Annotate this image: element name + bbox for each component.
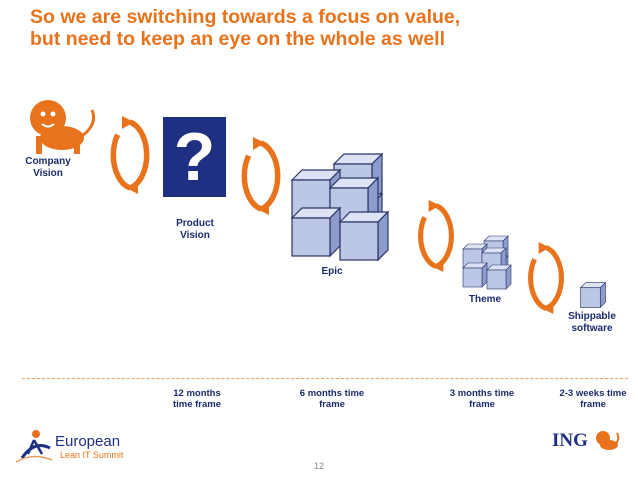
shippable-label: Shippable software (560, 311, 624, 335)
cycle-arrow-icon (418, 200, 454, 272)
epic-label: Epic (321, 266, 343, 277)
question-box: ? (163, 117, 226, 197)
theme-cube-group (462, 235, 512, 290)
cycle-arrow-icon (528, 242, 564, 314)
cube-icon (339, 211, 389, 261)
timeframe-2-line-2: frame (319, 399, 345, 410)
ing-lion-icon (596, 431, 620, 450)
company-vision-line-1: Company (25, 156, 71, 167)
timeframe-2: 6 months time frame (292, 388, 372, 410)
cycle-arrow-icon (110, 116, 150, 194)
slide-title: So we are switching towards a focus on v… (30, 6, 630, 50)
company-vision-label: Company Vision (20, 156, 76, 180)
title-line-2: but need to keep an eye on the whole as … (30, 28, 446, 50)
timeframe-3: 3 months time frame (442, 388, 522, 410)
product-vision-label: Product Vision (162, 218, 228, 242)
runner-icon (15, 430, 53, 463)
timeline-divider (22, 378, 628, 379)
epic-cube-group (291, 153, 389, 261)
title-line-1: So we are switching towards a focus on v… (30, 6, 461, 28)
logo-summit-text: Lean IT Summit (60, 450, 124, 460)
product-vision-line-1: Product (176, 218, 214, 229)
cube-icon (462, 262, 488, 288)
timeframe-1-line-2: time frame (172, 399, 222, 410)
timeframe-3-line-1: 3 months time (449, 388, 515, 399)
timeframe-2-line-1: 6 months time (299, 388, 365, 399)
ing-logo-text: ING (552, 430, 588, 451)
shippable-line-2: software (571, 323, 613, 334)
cube-icon (580, 282, 606, 308)
timeframe-4-line-1: 2-3 weeks time (559, 388, 627, 399)
timeframe-3-line-2: frame (469, 399, 495, 410)
page-number: 12 (313, 461, 324, 471)
shippable-line-1: Shippable (568, 311, 616, 322)
timeframe-1: 12 months time frame (162, 388, 232, 410)
theme-label: Theme (468, 294, 502, 305)
cube-icon (486, 264, 512, 290)
company-vision-line-2: Vision (33, 168, 63, 179)
lion-icon (30, 100, 96, 154)
timeframe-1-line-1: 12 months (173, 388, 221, 399)
cycle-arrow-icon (241, 137, 281, 215)
timeframe-4-line-2: frame (580, 399, 606, 410)
cube-icon (291, 207, 341, 257)
timeframe-4: 2-3 weeks time frame (552, 388, 634, 410)
product-vision-line-2: Vision (180, 230, 210, 241)
logo-european-text: European (55, 433, 121, 450)
